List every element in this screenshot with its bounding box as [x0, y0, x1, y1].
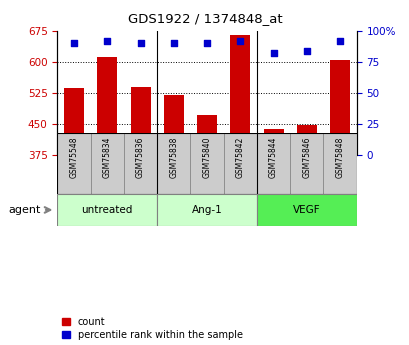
Legend: count, percentile rank within the sample: count, percentile rank within the sample — [62, 317, 242, 340]
Text: Ang-1: Ang-1 — [191, 205, 222, 215]
Point — [270, 50, 276, 56]
Bar — [323, 133, 356, 194]
Point — [71, 41, 77, 46]
Text: GSM75846: GSM75846 — [301, 136, 310, 178]
Text: GSM75836: GSM75836 — [136, 136, 145, 178]
Point — [336, 38, 342, 44]
Text: GSM75834: GSM75834 — [103, 136, 112, 178]
Bar — [263, 129, 283, 155]
Bar — [296, 125, 316, 155]
Bar — [197, 115, 216, 155]
Point — [170, 41, 177, 46]
Point — [137, 41, 144, 46]
Text: GSM75548: GSM75548 — [70, 136, 79, 178]
Bar — [190, 133, 223, 194]
Text: GSM75848: GSM75848 — [335, 136, 344, 178]
Bar — [57, 194, 157, 226]
Bar — [329, 60, 349, 155]
Text: VEGF: VEGF — [292, 205, 320, 215]
Bar — [124, 133, 157, 194]
Point — [236, 38, 243, 44]
Bar — [256, 133, 290, 194]
Bar — [57, 133, 90, 194]
Bar — [130, 87, 150, 155]
Bar — [164, 95, 183, 155]
Bar — [97, 57, 117, 155]
Text: GSM75842: GSM75842 — [235, 136, 244, 178]
Text: GSM75840: GSM75840 — [202, 136, 211, 178]
Point — [104, 38, 110, 44]
Text: untreated: untreated — [81, 205, 133, 215]
Text: GSM75844: GSM75844 — [268, 136, 277, 178]
Bar — [290, 133, 323, 194]
Text: GDS1922 / 1374848_at: GDS1922 / 1374848_at — [127, 12, 282, 25]
Bar — [256, 194, 356, 226]
Point — [203, 41, 210, 46]
Bar — [157, 133, 190, 194]
Bar — [90, 133, 124, 194]
Text: GSM75838: GSM75838 — [169, 136, 178, 178]
Bar — [157, 194, 256, 226]
Bar — [230, 35, 249, 155]
Point — [303, 48, 309, 53]
Bar — [223, 133, 256, 194]
Bar — [64, 88, 84, 155]
Text: agent: agent — [8, 205, 40, 215]
